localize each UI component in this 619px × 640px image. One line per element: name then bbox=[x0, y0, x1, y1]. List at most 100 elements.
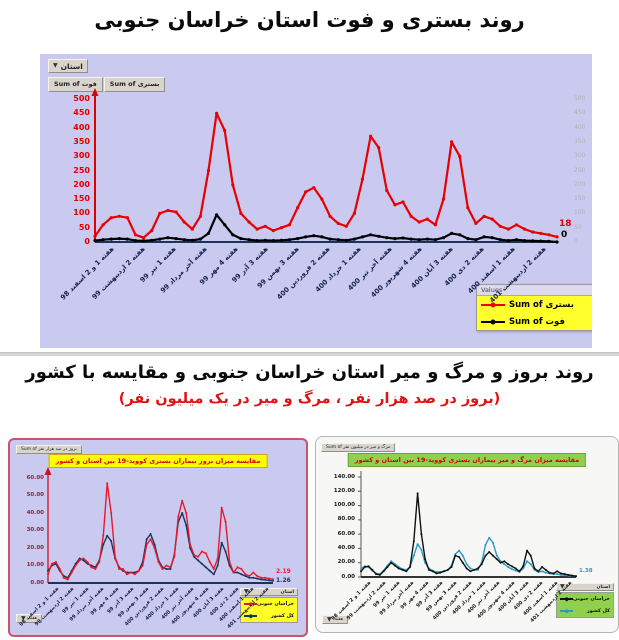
value-field-button[interactable]: Sum of مرگ و میر در میلیون نفر bbox=[321, 443, 396, 452]
y-tick-label-right: 100 bbox=[574, 209, 586, 217]
y-tick-label: 150 bbox=[73, 194, 90, 204]
y-tick-label: 100.00 bbox=[333, 502, 355, 509]
legend-item-country: کل کشور bbox=[241, 610, 297, 622]
chevron-down-icon: ▼ bbox=[327, 615, 332, 623]
y-tick-label: 50.00 bbox=[26, 492, 44, 498]
mortality-chart-series-0 bbox=[360, 492, 577, 578]
legend-item-country: کل کشور bbox=[557, 605, 613, 617]
value-field-button[interactable]: Sum of بروز در صد هزار نفر bbox=[16, 445, 82, 454]
main-chart-series-1 bbox=[93, 213, 559, 244]
y-tick-label-right: 250 bbox=[574, 166, 586, 174]
legend-item-label: Sum of فوت bbox=[509, 316, 565, 327]
y-tick-label-right: 350 bbox=[574, 137, 586, 145]
legend-item-label: کل کشور bbox=[270, 613, 294, 619]
legend-line-marker bbox=[560, 597, 573, 601]
series-end-value-deaths: 0 bbox=[561, 230, 568, 240]
chevron-down-icon: ▼ bbox=[21, 614, 26, 622]
y-tick-label-right: 300 bbox=[574, 152, 586, 160]
section-subtitle: (بروز در صد هزار نفر ، مرگ و میر در یک م… bbox=[118, 391, 501, 407]
week-filter-label: هفته bbox=[334, 617, 344, 622]
y-tick-label-right: 50 bbox=[574, 223, 582, 231]
main-legend: Values Sum of بستری Sum of فوت bbox=[476, 284, 592, 331]
week-filter-button[interactable]: هفته ▼ bbox=[322, 615, 349, 624]
series-end-value-country: 1.26 bbox=[276, 577, 291, 584]
field-button-deaths[interactable]: Sum of فوت bbox=[48, 77, 103, 92]
y-tick-label: 0 bbox=[84, 237, 90, 246]
y-tick-label: 350 bbox=[73, 136, 90, 146]
week-filter-button[interactable]: هفته ▼ bbox=[16, 614, 43, 623]
mortality-chart-title: مقایسه میزان مرگ و میر بیماران بستری کوو… bbox=[347, 453, 587, 467]
y-tick-label: 20.00 bbox=[337, 559, 355, 566]
series-end-value-province: 2.19 bbox=[276, 568, 291, 575]
incidence-chart-series-1 bbox=[47, 512, 274, 582]
mortality-chart-series-1 bbox=[360, 536, 577, 577]
mortality-legend: استان ▼ خراسان جنوبی کل کشور bbox=[556, 583, 614, 618]
y-tick-label: 10.00 bbox=[26, 562, 44, 568]
section-title: روند بروز و مرگ و میر استان خراسان جنوبی… bbox=[25, 362, 594, 383]
week-filter-label: هفته bbox=[28, 616, 38, 621]
y-tick-label: 450 bbox=[73, 108, 90, 118]
series-end-value-country: 1.38 bbox=[579, 568, 593, 574]
incidence-chart-card: Sum of بروز در صد هزار نفر مقایسه میزان … bbox=[8, 438, 308, 637]
y-tick-label: 0.00 bbox=[30, 579, 44, 586]
pivot-field-strip: Sum of فوت Sum of بستری bbox=[48, 77, 166, 92]
filter-icon: ▼ bbox=[53, 62, 58, 69]
y-tick-label: 100 bbox=[73, 208, 90, 218]
y-tick-label: 300 bbox=[73, 151, 90, 161]
y-tick-label-right: 150 bbox=[574, 195, 586, 203]
legend-line-marker bbox=[244, 614, 257, 618]
y-tick-label: 0.00 bbox=[341, 573, 355, 580]
y-tick-label: 50 bbox=[78, 222, 90, 232]
legend-line-marker bbox=[481, 319, 505, 324]
y-tick-label: 20.00 bbox=[26, 544, 44, 551]
legend-filter-label: استان bbox=[596, 584, 610, 590]
main-chart-plot bbox=[91, 88, 559, 244]
y-tick-label: 120.00 bbox=[333, 487, 355, 494]
y-tick-label-right: 0 bbox=[574, 238, 578, 245]
legend-item-label: خراسان جنوبی bbox=[257, 601, 294, 607]
y-tick-label-right: 450 bbox=[574, 109, 586, 117]
y-tick-label: 250 bbox=[73, 165, 90, 175]
field-button-hospitalized[interactable]: Sum of بستری bbox=[103, 77, 166, 92]
legend-filter-label: استان bbox=[280, 589, 294, 595]
legend-item-label: کل کشور bbox=[586, 608, 610, 614]
y-tick-label-right: 200 bbox=[574, 180, 586, 188]
legend-item-province: خراسان جنوبی bbox=[241, 598, 297, 610]
legend-filter-button[interactable]: استان ▼ bbox=[556, 583, 614, 591]
main-chart-series-0 bbox=[93, 112, 559, 239]
y-tick-label: 140.00 bbox=[333, 473, 355, 480]
y-tick-label: 30.00 bbox=[26, 527, 44, 533]
y-tick-label: 500 bbox=[73, 94, 90, 103]
y-tick-label: 40.00 bbox=[26, 509, 44, 516]
legend-line-marker bbox=[244, 602, 257, 606]
incidence-legend: استان ▼ خراسان جنوبی کل کشور bbox=[240, 588, 298, 623]
province-filter-label: استان bbox=[60, 61, 83, 71]
legend-item-label: خراسان جنوبی bbox=[573, 596, 610, 602]
legend-filter-button[interactable]: استان ▼ bbox=[240, 588, 298, 596]
mortality-chart-card: Sum of مرگ و میر در میلیون نفر مقایسه می… bbox=[315, 436, 619, 633]
page-title: روند بستری و فوت استان خراسان جنوبی bbox=[94, 8, 525, 32]
main-chart-card: استان ▼ Sum of فوت Sum of بستری 18 0 Val… bbox=[40, 54, 592, 348]
y-tick-label: 400 bbox=[73, 122, 90, 132]
y-tick-label: 40.00 bbox=[337, 544, 355, 551]
y-tick-label: 60.00 bbox=[26, 474, 44, 481]
y-tick-label: 60.00 bbox=[337, 530, 355, 537]
legend-line-marker bbox=[560, 609, 573, 613]
series-end-value-hospitalized: 18 bbox=[559, 219, 572, 229]
y-tick-label-right: 400 bbox=[574, 123, 586, 131]
incidence-chart-series-0 bbox=[47, 482, 274, 581]
mortality-chart-plot bbox=[358, 471, 577, 578]
y-tick-label: 80.00 bbox=[337, 516, 355, 523]
y-tick-label-right: 500 bbox=[574, 95, 586, 102]
filter-icon: ▼ bbox=[244, 588, 249, 595]
legend-header: Values bbox=[477, 285, 592, 296]
legend-line-marker bbox=[481, 302, 505, 307]
province-filter-button[interactable]: استان ▼ bbox=[48, 59, 88, 73]
filter-icon: ▼ bbox=[560, 583, 565, 590]
section-divider bbox=[0, 352, 619, 356]
legend-item-province: خراسان جنوبی bbox=[557, 593, 613, 605]
legend-item-label: Sum of بستری bbox=[509, 299, 574, 310]
incidence-chart-title: مقایسه میزان بروز بیماران بستری کووید-19… bbox=[48, 454, 268, 468]
incidence-chart-plot bbox=[44, 467, 274, 584]
y-tick-label: 200 bbox=[73, 179, 90, 189]
